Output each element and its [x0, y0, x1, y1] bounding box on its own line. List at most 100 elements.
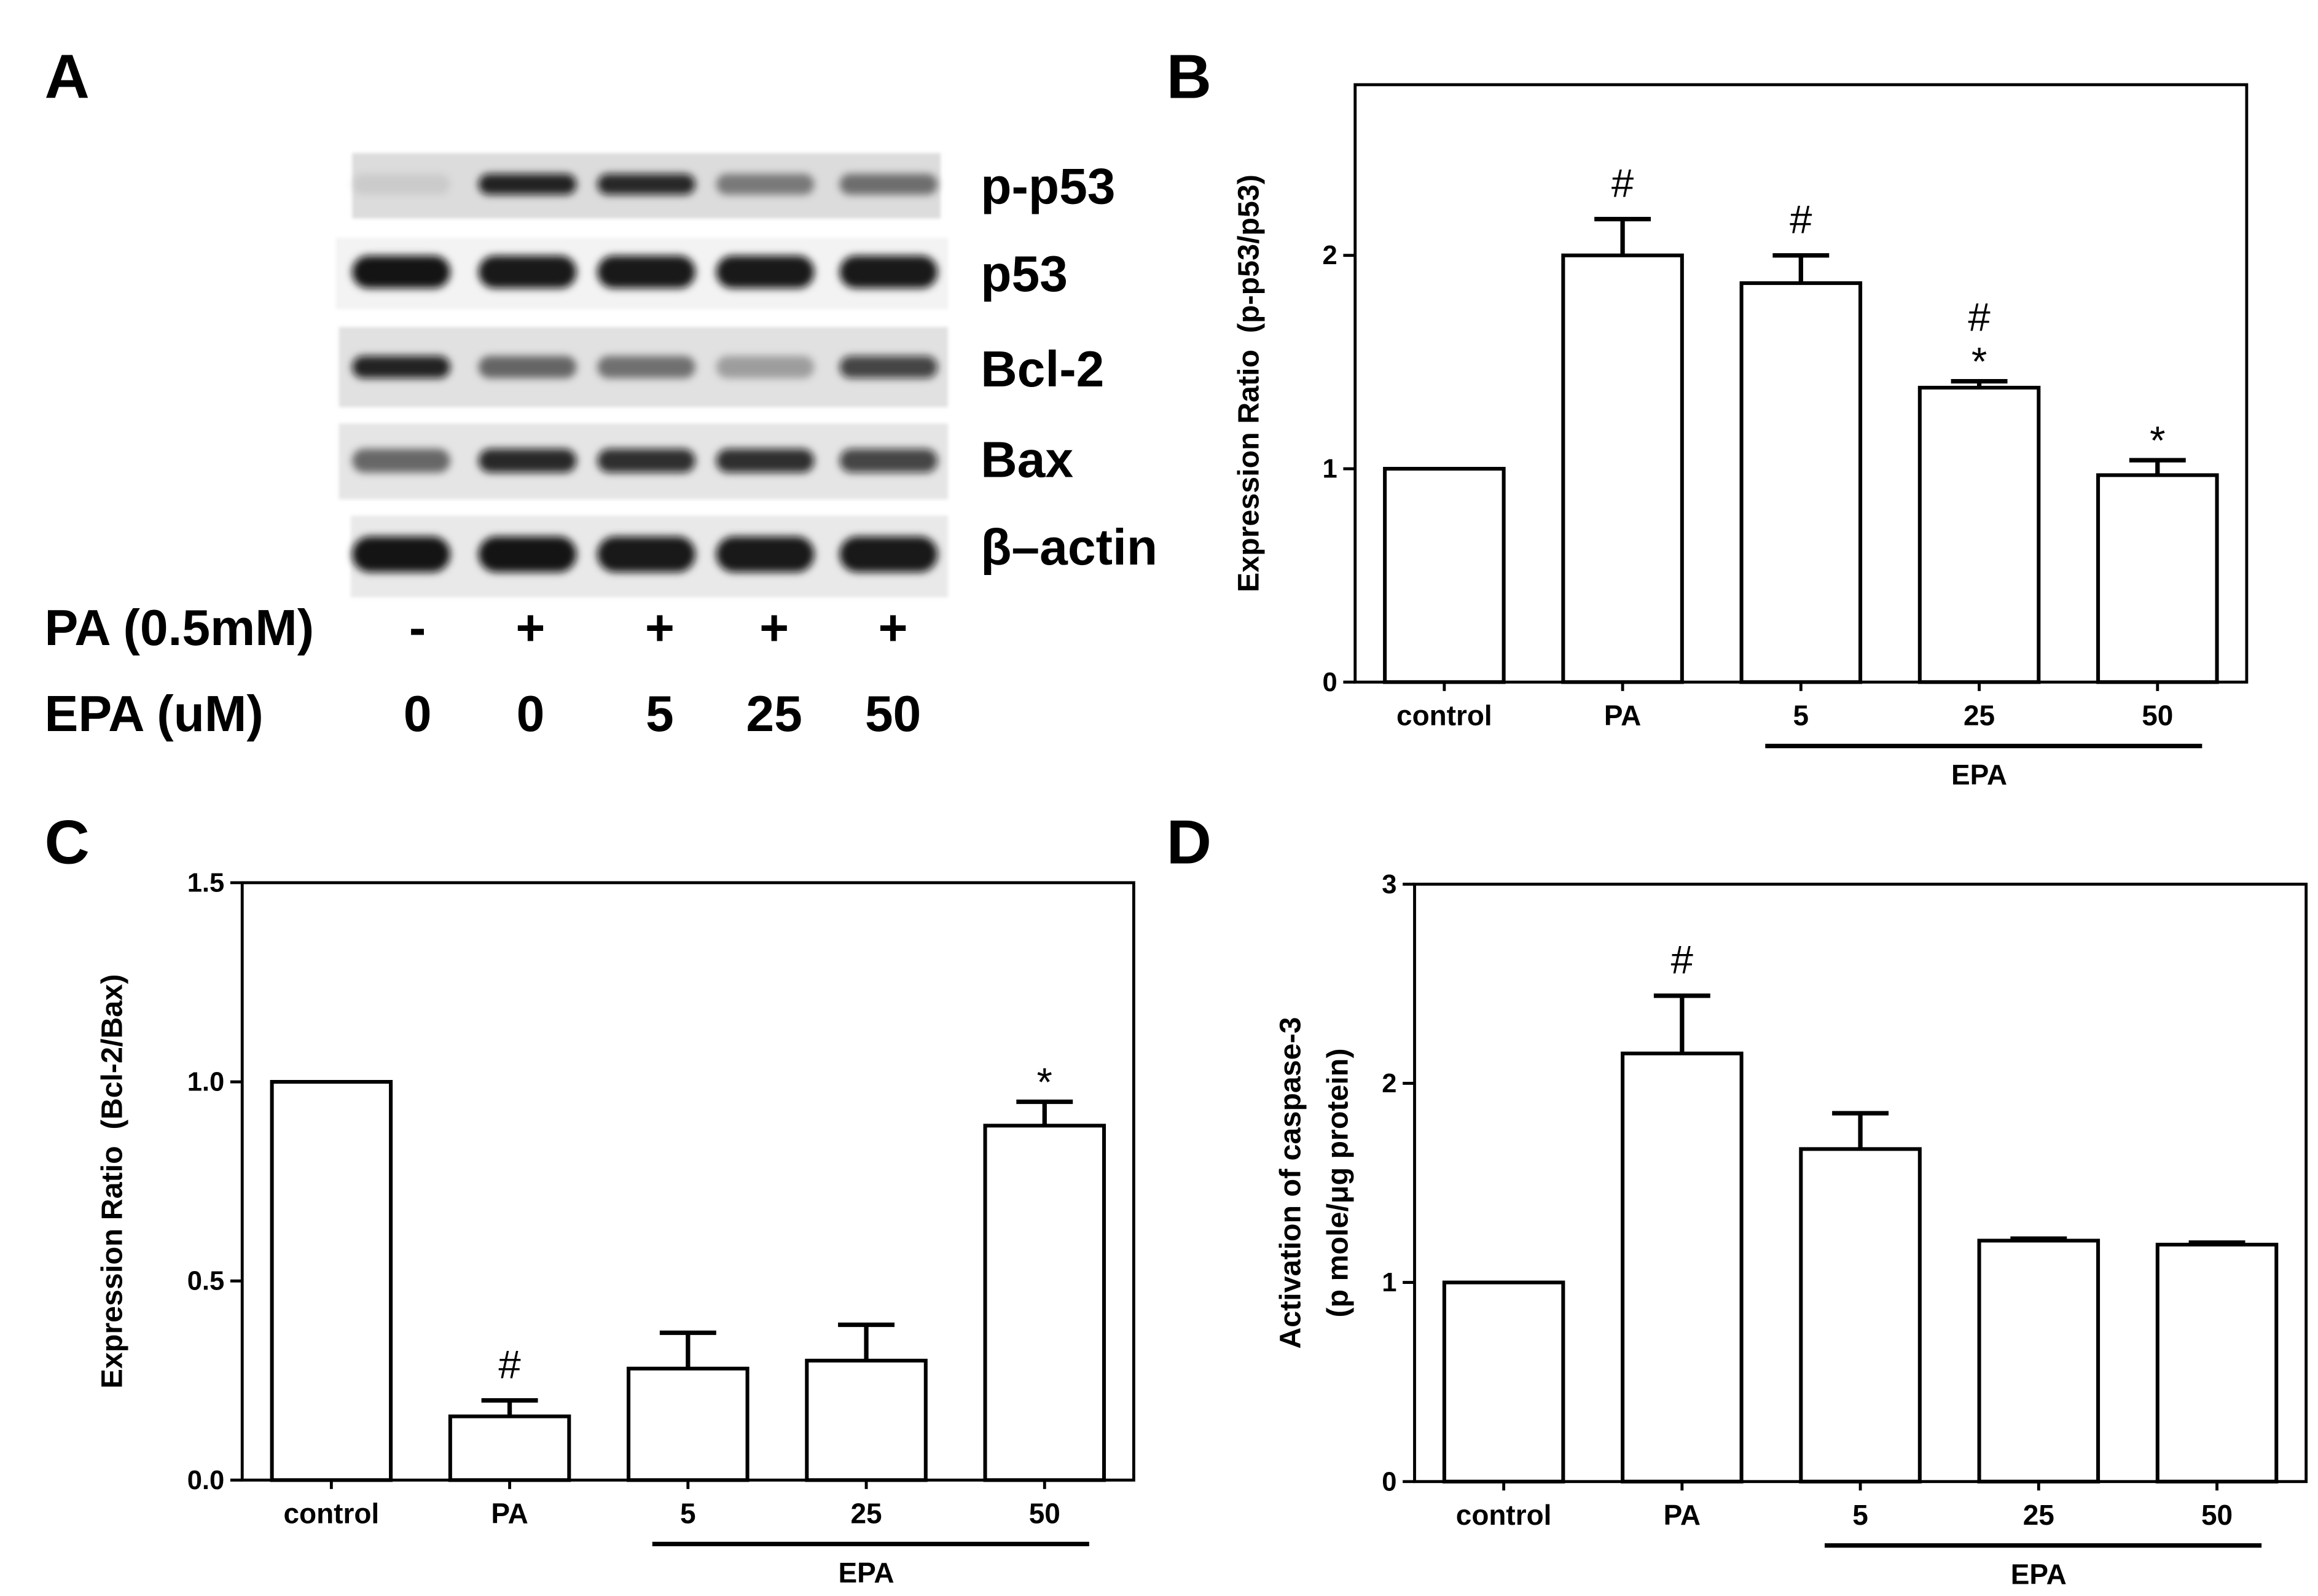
group-bracket-label: EPA [839, 1557, 895, 1589]
blot-row-bcl-2 [339, 327, 949, 407]
band-bax-lane-2 [478, 448, 577, 473]
y-tick-label-1-0: 1.0 [187, 1068, 224, 1097]
bar-pa [448, 1414, 571, 1482]
blot-row-bax [339, 423, 949, 499]
band-bcl-2-lane-2 [478, 356, 577, 378]
x-tick-label-5: 5 [1793, 699, 1809, 731]
band-p-p53-lane-1 [352, 174, 450, 195]
y-axis-label-line-2: (p mole/μg protein) [1321, 1049, 1355, 1318]
panel-b: B Expression Ratio (p-p53/p53) 0 1 2 control… [1167, 42, 2249, 791]
x-tick-label-5: 5 [1852, 1499, 1868, 1531]
group-bracket-label: EPA [2011, 1559, 2067, 1590]
y-tick-label-0-0: 0.0 [187, 1466, 224, 1495]
bar-50 [983, 1124, 1106, 1482]
blot-label-p-p53: p-p53 [981, 158, 1115, 214]
band-p-p53-lane-5 [839, 174, 938, 195]
bar-5 [627, 1366, 750, 1482]
bar-pa [1621, 1051, 1744, 1484]
blot-label-bax: Bax [981, 432, 1073, 488]
blot-row-actin [350, 515, 949, 598]
bar-5 [1739, 281, 1863, 684]
chart-c-bar-chart: Expression Ratio (Bcl-2/Bax) 0.0 0.5 1.0 1.5… [95, 868, 1135, 1589]
band-bcl-2-lane-1 [352, 356, 450, 378]
plot-frame [240, 881, 1135, 1482]
significance-marker-50-1: * [1037, 1060, 1052, 1105]
epa-value-lane-5: 50 [865, 686, 921, 742]
pa-value-lane-4: + [759, 600, 789, 656]
y-tick-label-2: 2 [1382, 1069, 1396, 1098]
panel-c: C Expression Ratio (Bcl-2/Bax) 0.0 0.5 1.0 1… [45, 807, 1135, 1589]
x-tick-label-50: 50 [1029, 1497, 1060, 1529]
significance-marker-pa-1: # [1611, 160, 1634, 205]
chart-d-bar-chart: Activation of caspase-3 (p mole/μg protei… [1274, 870, 2308, 1590]
panel-d: D Activation of caspase-3 (p mole/μg prot… [1167, 807, 2308, 1590]
band-p53-lane-1 [352, 256, 450, 289]
condition-label-epa: EPA (uM) [45, 686, 264, 742]
pa-value-lane-5: + [879, 600, 908, 656]
x-tick-label-50: 50 [2142, 699, 2173, 731]
x-tick-label-control: control [1396, 699, 1492, 731]
epa-value-lane-4: 25 [746, 686, 802, 742]
band-actin-lane-1 [352, 536, 450, 573]
blot-label-p53: p53 [981, 246, 1068, 302]
y-axis-label: Expression Ratio (p-p53/p53) [1232, 174, 1266, 592]
significance-marker-25-2: * [1971, 339, 1987, 384]
y-axis-label-line-1: Activation of caspase-3 [1274, 1017, 1307, 1348]
bar-50 [2096, 473, 2219, 684]
x-tick-label-50: 50 [2201, 1499, 2233, 1531]
x-tick-label-control: control [1456, 1499, 1552, 1531]
band-bcl-2-lane-4 [716, 356, 815, 378]
plot-frame [1413, 882, 2308, 1484]
group-bracket-label: EPA [1951, 759, 2007, 791]
bar-25 [1977, 1238, 2101, 1484]
y-tick-label-0: 0 [1382, 1467, 1396, 1496]
y-tick-label-2: 2 [1323, 241, 1337, 270]
band-actin-lane-3 [597, 536, 695, 573]
chart-b-bar-chart: Expression Ratio (p-p53/p53) 0 1 2 control # P… [1232, 83, 2249, 791]
band-p53-lane-2 [478, 256, 577, 289]
band-p53-lane-3 [597, 256, 695, 289]
band-p-p53-lane-2 [478, 174, 577, 195]
condition-label-pa: PA (0.5mM) [45, 600, 315, 656]
bar-5 [1799, 1147, 1922, 1484]
band-bcl-2-lane-5 [839, 356, 938, 378]
blot-row-p53 [335, 238, 949, 310]
y-tick-label-1: 1 [1382, 1268, 1396, 1297]
blot-row-p-p53 [352, 153, 941, 219]
significance-marker-pa-1: # [498, 1342, 520, 1387]
band-p-p53-lane-4 [716, 174, 815, 195]
significance-marker-pa-1: # [1671, 937, 1693, 982]
blot-label-bcl-2: Bcl-2 [981, 342, 1104, 397]
y-tick-label-3: 3 [1382, 870, 1396, 899]
band-bax-lane-4 [716, 448, 815, 473]
bar-25 [805, 1358, 928, 1482]
band-bax-lane-1 [352, 448, 450, 473]
band-p53-lane-4 [716, 256, 815, 289]
band-actin-lane-2 [478, 536, 577, 573]
panel-label-a: A [45, 42, 90, 112]
plot-frame [1353, 83, 2249, 684]
x-tick-label-pa: PA [1664, 1499, 1701, 1531]
bar-pa [1561, 253, 1684, 684]
panel-a: A p-p53 p53 Bcl-2 Bax β–actin PA (0.5mM)… [45, 42, 1157, 743]
band-bax-lane-5 [839, 448, 938, 473]
x-tick-label-25: 25 [1964, 699, 1995, 731]
y-tick-label-0-5: 0.5 [187, 1267, 224, 1296]
y-tick-label-1: 1 [1323, 455, 1337, 484]
western-blot [335, 153, 949, 598]
bar-50 [2155, 1242, 2279, 1484]
y-axis-label: Expression Ratio (Bcl-2/Bax) [95, 974, 128, 1389]
epa-value-lane-3: 5 [646, 686, 674, 742]
panel-label-c: C [45, 807, 90, 877]
band-bax-lane-3 [597, 448, 695, 473]
bar-control [1383, 466, 1506, 684]
y-tick-label-0: 0 [1323, 668, 1337, 697]
significance-marker-50-1: * [2150, 418, 2165, 463]
panel-label-b: B [1167, 42, 1212, 112]
x-tick-label-25: 25 [850, 1497, 882, 1529]
blot-label-beta-actin: β–actin [981, 520, 1157, 576]
band-actin-lane-5 [839, 536, 938, 573]
pa-value-lane-1: - [409, 600, 426, 656]
band-actin-lane-4 [716, 536, 815, 573]
